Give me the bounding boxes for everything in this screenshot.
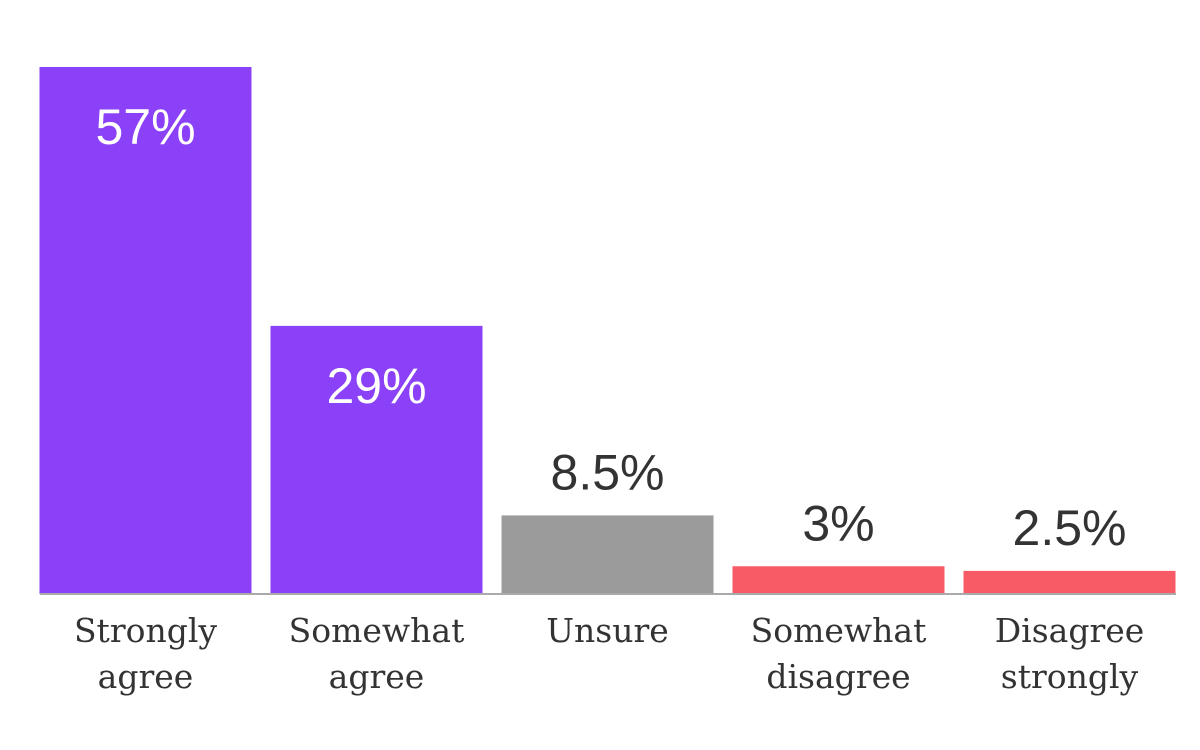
value-label: 29% (326, 358, 426, 414)
x-tick-label: Strongly agree (73, 611, 218, 696)
x-tick-label: Disagree strongly (994, 611, 1145, 696)
value-label: 57% (95, 99, 195, 155)
bar (501, 515, 714, 594)
value-label: 3% (802, 495, 874, 551)
x-tick-label: Somewhat disagree (750, 611, 927, 696)
x-tick-label: Unsure (546, 611, 669, 650)
value-label: 2.5% (1013, 500, 1127, 556)
bar (963, 570, 1176, 594)
x-tick-label: Somewhat agree (288, 611, 465, 696)
bar (732, 566, 945, 594)
value-label: 8.5% (551, 444, 665, 500)
bar (270, 325, 483, 594)
bar (39, 67, 252, 594)
